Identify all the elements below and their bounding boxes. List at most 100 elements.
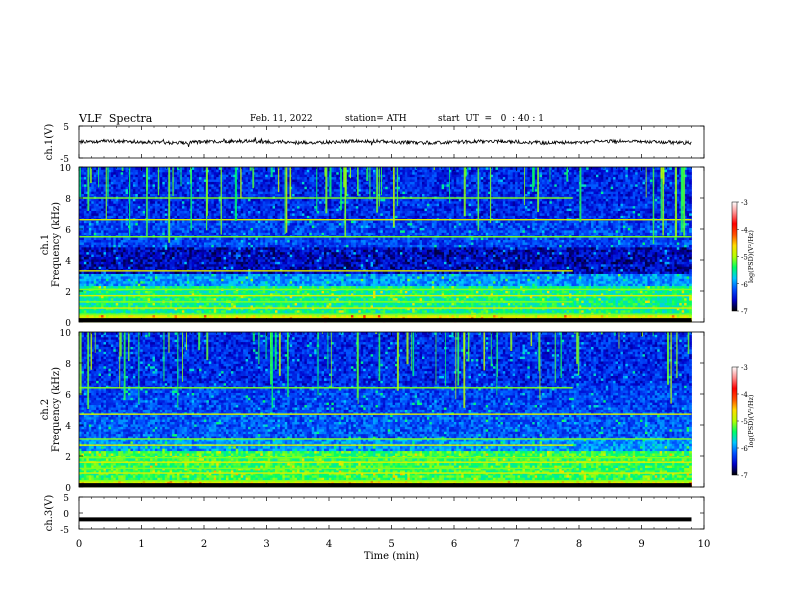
spectrogram-cell xyxy=(214,286,217,289)
spectrogram-cell xyxy=(378,286,381,289)
spectrogram-cell xyxy=(116,281,119,284)
spectrogram-cell xyxy=(118,291,121,294)
spectrogram-cell xyxy=(417,278,420,281)
spectrogram-cell xyxy=(449,281,452,284)
spectrogram-cell xyxy=(113,276,116,279)
spectrogram-cell xyxy=(116,274,119,277)
spectrogram-cell xyxy=(138,276,141,279)
spectrogram-cell xyxy=(255,278,258,281)
spectrogram-cell xyxy=(155,303,158,306)
spectrogram-cell xyxy=(679,310,682,313)
spectrogram-cell xyxy=(341,310,344,313)
spectrogram-cell xyxy=(363,303,366,306)
spectrogram-cell xyxy=(620,303,623,306)
spectrogram-cell xyxy=(660,315,663,318)
spectrogram-cell xyxy=(466,283,469,286)
spectrogram-cell xyxy=(307,283,310,286)
spectrogram-cell xyxy=(420,283,423,286)
spectrogram-cell xyxy=(312,274,315,277)
spectrogram-cell xyxy=(121,283,124,286)
spectrogram-cell xyxy=(263,276,266,279)
spectrogram-cell xyxy=(353,286,356,289)
spectrogram-cell xyxy=(640,303,643,306)
spectrogram-cell xyxy=(108,276,111,279)
spectrogram-cell xyxy=(618,300,621,303)
spectrogram-cell xyxy=(290,278,293,281)
spectrogram-cell xyxy=(434,310,437,313)
spectrogram-cell xyxy=(552,298,555,301)
spectrogram-cell xyxy=(503,315,506,318)
spectrogram-cell xyxy=(383,291,386,294)
spectrogram-cell xyxy=(525,278,528,281)
spectrogram-cell xyxy=(358,278,361,281)
spectrogram-cell xyxy=(469,315,472,318)
spectrogram-cell xyxy=(231,303,234,306)
spectrogram-cell xyxy=(297,291,300,294)
spectrogram-cell xyxy=(172,310,175,313)
spectrogram-cell xyxy=(417,276,420,279)
spectrogram-cell xyxy=(96,274,99,277)
spectrogram-cell xyxy=(451,286,454,289)
spectrogram-cell xyxy=(89,315,92,318)
spectrogram-cell xyxy=(677,281,680,284)
spectrogram-cell xyxy=(111,286,114,289)
spectrogram-cell xyxy=(329,286,332,289)
spectrogram-cell xyxy=(307,315,310,318)
spectrogram-cell xyxy=(672,300,675,303)
spectrogram-cell xyxy=(611,283,614,286)
spectrogram-cell xyxy=(317,310,320,313)
spectrogram-cell xyxy=(79,286,82,289)
spectrogram-cell xyxy=(143,298,146,301)
spectrogram-cell xyxy=(246,298,249,301)
spectrogram-cell xyxy=(522,278,525,281)
spectrogram-cell xyxy=(170,315,173,318)
spectrogram-cell xyxy=(554,276,557,279)
spectrogram-cell xyxy=(285,303,288,306)
spectrogram-cell xyxy=(199,276,202,279)
spectrogram-cell xyxy=(420,281,423,284)
spectrogram-cell xyxy=(231,286,234,289)
spectrogram-cell xyxy=(275,274,278,277)
spectrogram-cell xyxy=(275,310,278,313)
spectrogram-cell xyxy=(616,286,619,289)
spectrogram-cell xyxy=(532,310,535,313)
spectrogram-cell xyxy=(383,278,386,281)
spectrogram-cell xyxy=(537,303,540,306)
spectrogram-cell xyxy=(628,286,631,289)
spectrogram-cell xyxy=(111,315,114,318)
spectrogram-cell xyxy=(228,286,231,289)
spectrogram-cell xyxy=(410,298,413,301)
spectrogram-cell xyxy=(251,298,254,301)
spectrogram-cell xyxy=(292,291,295,294)
spectrogram-cell xyxy=(540,291,543,294)
spectrogram-cell xyxy=(552,303,555,306)
spectrogram-cell xyxy=(525,303,528,306)
spectrogram-cell xyxy=(162,278,165,281)
spectrogram-cell xyxy=(535,281,538,284)
spectrogram-cell xyxy=(118,303,121,306)
spectrogram-cell xyxy=(155,315,158,318)
spectrogram-cell xyxy=(638,310,641,313)
spectrogram-cell xyxy=(324,281,327,284)
spectrogram-cell xyxy=(500,283,503,286)
spectrogram-cell xyxy=(674,276,677,279)
spectrogram-cell xyxy=(248,274,251,277)
spectrogram-cell xyxy=(393,286,396,289)
spectrogram-cell xyxy=(679,286,682,289)
spectrogram-cell xyxy=(116,286,119,289)
spectrogram-cell xyxy=(116,298,119,301)
spectrogram-cell xyxy=(591,303,594,306)
spectrogram-cell xyxy=(674,286,677,289)
spectrogram-cell xyxy=(478,283,481,286)
spectrogram-cell xyxy=(214,315,217,318)
spectrogram-cell xyxy=(674,303,677,306)
spectrogram-cell xyxy=(319,286,322,289)
spectrogram-cell xyxy=(162,286,165,289)
spectrogram-cell xyxy=(233,281,236,284)
spectrogram-cell xyxy=(236,303,239,306)
spectrogram-cell xyxy=(329,303,332,306)
spectrogram-cell xyxy=(665,276,668,279)
spectrogram-cell xyxy=(331,315,334,318)
spectrogram-cell xyxy=(564,281,567,284)
spectrogram-cell xyxy=(481,276,484,279)
